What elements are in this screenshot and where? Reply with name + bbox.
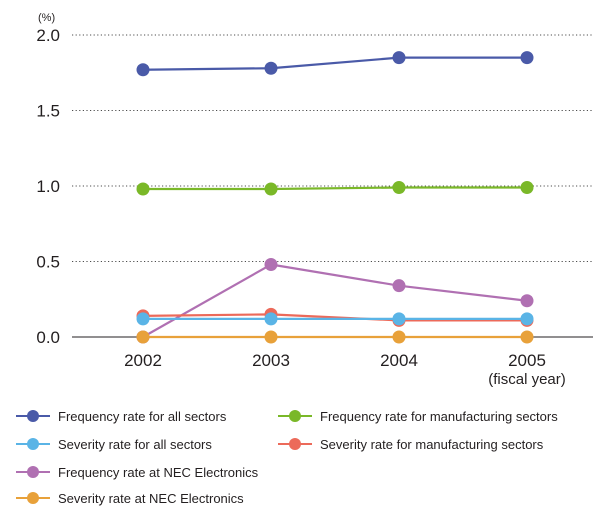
data-point (520, 330, 534, 344)
data-point (520, 312, 534, 326)
y-tick-label: 1.0 (36, 177, 60, 196)
series-4 (136, 258, 534, 344)
data-point (520, 181, 534, 195)
legend-item-frequency-manufacturing: Frequency rate for manufacturing sectors (278, 406, 558, 426)
legend-swatch-frequency-all (16, 410, 50, 422)
data-point (392, 279, 406, 293)
legend-label-severity-all: Severity rate for all sectors (58, 436, 212, 452)
y-axis-unit-label: (%) (38, 12, 55, 24)
chart-legend: Frequency rate for all sectors Frequency… (16, 404, 593, 508)
series-line (142, 263, 528, 338)
legend-label-frequency-manufacturing: Frequency rate for manufacturing sectors (320, 408, 558, 424)
data-point (392, 181, 406, 195)
data-point (136, 330, 150, 344)
data-point (520, 294, 534, 308)
series-5 (136, 330, 534, 344)
legend-swatch-frequency-nec (16, 466, 50, 478)
data-point (136, 312, 150, 326)
legend-label-severity-manufacturing: Severity rate for manufacturing sectors (320, 436, 544, 452)
x-tick-label: 2004 (380, 351, 418, 370)
legend-swatch-severity-all (16, 438, 50, 450)
legend-label-frequency-nec: Frequency rate at NEC Electronics (58, 464, 259, 480)
legend-swatch-frequency-manufacturing (278, 410, 312, 422)
series-2 (136, 312, 534, 326)
data-point (136, 182, 150, 196)
x-tick-label: 2002 (124, 351, 162, 370)
legend-label-frequency-all: Frequency rate for all sectors (58, 408, 227, 424)
series-line (142, 56, 527, 71)
series-1 (136, 181, 534, 196)
x-axis-tick-labels: 2002 2003 2004 2005 (124, 337, 546, 370)
legend-item-frequency-all: Frequency rate for all sectors (16, 406, 226, 426)
legend-label-severity-nec: Severity rate at NEC Electronics (58, 490, 244, 506)
legend-item-severity-nec: Severity rate at NEC Electronics (16, 488, 244, 508)
data-point (264, 330, 278, 344)
y-tick-label: 0.0 (36, 328, 60, 347)
series-group (136, 51, 534, 344)
x-tick-label: 2005 (508, 351, 546, 370)
data-point (264, 258, 278, 272)
x-tick-label: 2003 (252, 351, 290, 370)
data-point (520, 51, 534, 65)
legend-swatch-severity-manufacturing (278, 438, 312, 450)
data-point (264, 182, 278, 196)
data-point (136, 63, 150, 77)
data-point (264, 312, 278, 326)
legend-item-frequency-nec: Frequency rate at NEC Electronics (16, 462, 258, 482)
grid-lines (72, 34, 593, 262)
y-tick-label: 1.5 (36, 102, 60, 121)
legend-item-severity-manufacturing: Severity rate for manufacturing sectors (278, 434, 543, 454)
series-line (142, 313, 527, 322)
line-chart: (%) 0.0 0.5 1.0 1.5 2.0 2002 2003 2004 2005 (fi… (36, 12, 593, 388)
data-point (392, 330, 406, 344)
data-point (392, 51, 406, 65)
series-line (143, 186, 527, 191)
series-3 (136, 307, 534, 327)
legend-swatch-severity-nec (16, 492, 50, 504)
x-axis-note: (fiscal year) (488, 371, 566, 388)
legend-item-severity-all: Severity rate for all sectors (16, 434, 212, 454)
series-0 (136, 51, 534, 77)
y-tick-label: 2.0 (36, 26, 60, 45)
data-point (392, 312, 406, 326)
data-point (264, 61, 278, 75)
y-tick-label: 0.5 (36, 253, 60, 272)
y-axis-tick-labels: 0.0 0.5 1.0 1.5 2.0 (36, 26, 60, 347)
